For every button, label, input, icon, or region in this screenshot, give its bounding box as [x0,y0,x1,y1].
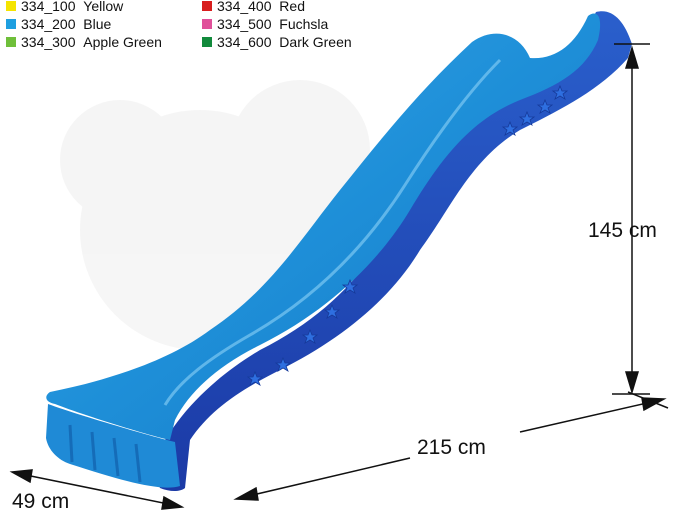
legend-item-blue: 334_200 Blue [6,16,111,32]
slide-exit-lip [46,404,180,488]
legend-color-name: Fuchsla [279,16,329,32]
legend-code: 334_500 [217,16,272,32]
apple-green-swatch [6,37,16,47]
star-icon [274,356,292,372]
star-icon [536,98,554,114]
legend-code: 334_200 [21,16,76,32]
yellow-swatch [6,1,16,11]
width-label: 49 cm [12,490,70,513]
star-icon [301,328,319,344]
legend-item-dark-green: 334_600 Dark Green [202,34,352,50]
legend-code: 334_400 [217,0,272,14]
red-swatch [202,1,212,11]
blue-swatch [6,19,16,29]
star-icon [518,110,536,126]
legend-item-apple-green: 334_300 Apple Green [6,34,162,50]
width-dimension-line [9,469,185,510]
star-icon [551,84,569,100]
legend-code: 334_300 [21,34,76,50]
exit-lip-ribs [68,424,142,483]
legend-color-name: Red [279,0,305,14]
slide-highlight [163,58,502,406]
fuchsia-swatch [202,19,212,29]
star-icon [341,278,359,294]
color-legend: 334_100 Yellow 334_200 Blue 334_300 Appl… [6,0,386,54]
star-icon [246,370,264,386]
height-label: 145 cm [588,219,657,242]
legend-item-red: 334_400 Red [202,0,305,14]
dark-green-swatch [202,37,212,47]
legend-color-name: Apple Green [83,34,162,50]
star-decorations [246,84,569,386]
legend-color-name: Dark Green [279,34,352,50]
legend-code: 334_100 [21,0,76,14]
length-label: 215 cm [417,436,486,459]
length-dimension-line [233,391,669,501]
star-icon [323,303,341,319]
legend-item-yellow: 334_100 Yellow [6,0,123,14]
legend-code: 334_600 [217,34,272,50]
legend-color-name: Blue [83,16,112,32]
legend-color-name: Yellow [83,0,124,14]
slide-bed [46,13,601,441]
legend-item-fuchsia: 334_500 Fuchsla [202,16,328,32]
star-icon [501,120,519,136]
